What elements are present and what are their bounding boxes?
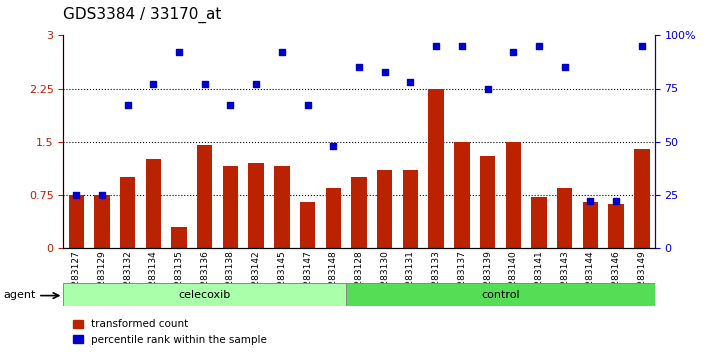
Point (636, 43, 648, 49)
Bar (634, 149, 650, 248)
Bar (63, 283, 346, 306)
Bar (351, 177, 367, 248)
Point (353, 64, 365, 70)
Bar (120, 177, 135, 248)
Text: GDS3384 / 33170_at: GDS3384 / 33170_at (63, 7, 222, 23)
Bar (249, 163, 264, 248)
Point (405, 79, 416, 85)
Bar (326, 188, 341, 248)
Bar (197, 145, 213, 248)
Bar (429, 88, 444, 248)
Text: control: control (481, 290, 520, 300)
Text: celecoxib: celecoxib (179, 290, 231, 300)
Point (225, 103, 236, 108)
Bar (346, 283, 655, 306)
Bar (403, 170, 418, 248)
Bar (377, 170, 392, 248)
Point (173, 50, 184, 55)
Point (276, 50, 287, 55)
Bar (608, 204, 624, 248)
Point (482, 86, 494, 91)
Point (302, 103, 313, 108)
Bar (583, 202, 598, 248)
Point (508, 50, 519, 55)
Bar (532, 197, 547, 248)
Bar (480, 156, 496, 248)
Bar (454, 142, 470, 248)
Point (431, 43, 442, 49)
Bar (68, 195, 84, 248)
Bar (557, 188, 572, 248)
Point (559, 64, 570, 70)
Point (148, 81, 159, 87)
Bar (222, 166, 238, 248)
Point (96, 192, 108, 198)
Point (70, 192, 82, 198)
Legend: transformed count, percentile rank within the sample: transformed count, percentile rank withi… (68, 315, 272, 349)
Point (199, 81, 210, 87)
Bar (146, 159, 161, 248)
Point (456, 43, 467, 49)
Bar (94, 195, 110, 248)
Point (610, 198, 622, 204)
Point (585, 198, 596, 204)
Text: agent: agent (4, 290, 36, 299)
Bar (274, 166, 289, 248)
Point (251, 81, 262, 87)
Point (534, 43, 545, 49)
Point (379, 69, 391, 74)
Bar (505, 142, 521, 248)
Bar (300, 202, 315, 248)
Bar (171, 227, 187, 248)
Point (122, 103, 133, 108)
Point (327, 143, 339, 149)
